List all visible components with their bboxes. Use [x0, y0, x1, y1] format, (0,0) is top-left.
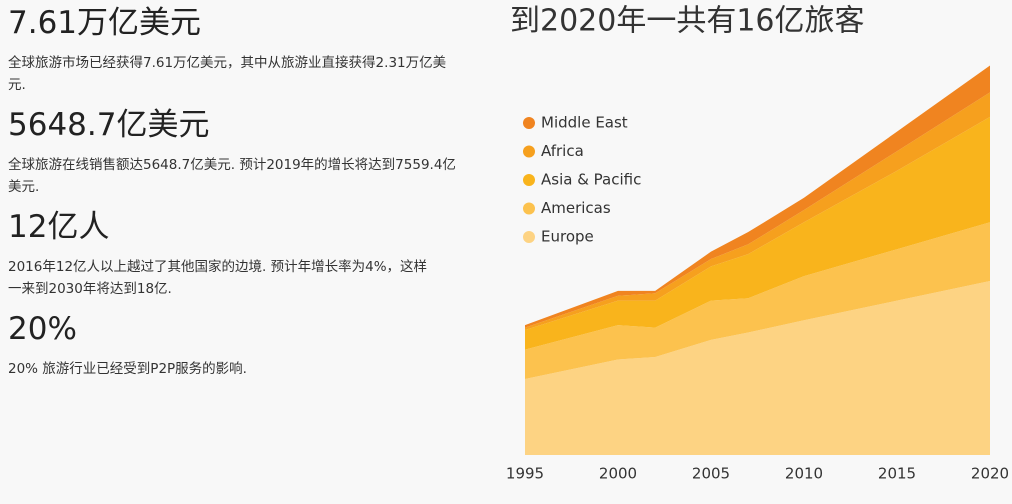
legend-swatch [523, 174, 535, 186]
x-tick-label: 2005 [692, 465, 730, 483]
stat-text: 全球旅游市场已经获得7.61万亿美元，其中从旅游业直接获得2.31万亿美元. [8, 55, 447, 93]
area [525, 222, 990, 380]
legend-label: Asia & Pacific [541, 171, 641, 189]
stat-heading: 12亿人 [8, 209, 110, 245]
stat-text: 2016年12亿人以上越过了其他国家的边境. 预计年增长率为4%，这样一来到20… [8, 259, 428, 297]
x-tick-label: 1995 [506, 465, 544, 483]
x-tick-label: 2000 [599, 465, 637, 483]
legend-label: Africa [541, 142, 584, 160]
stat-heading: 7.61万亿美元 [8, 5, 202, 41]
stat-text: 20% 旅游行业已经受到P2P服务的影响. [8, 361, 247, 377]
legend-swatch [523, 231, 535, 243]
x-tick-label: 2010 [785, 465, 823, 483]
chart-title: 到2020年一共有16亿旅客 [510, 4, 865, 39]
legend-label: Americas [541, 199, 611, 217]
legend-swatch [523, 202, 535, 215]
legend-label: Middle East [541, 114, 628, 132]
legend-swatch [523, 117, 535, 129]
area [525, 116, 990, 350]
stats: 7.61万亿美元 全球旅游市场已经获得7.61万亿美元，其中从旅游业直接获得2.… [8, 0, 478, 390]
legend-swatch [523, 145, 535, 158]
x-tick-label: 2020 [971, 465, 1009, 483]
area [525, 281, 990, 455]
chart: 到2020年一共有16亿旅客 1995 2000 2005 2010 2015 2020 E… [506, 4, 1009, 483]
legend-label: Europe [541, 228, 594, 246]
x-tick-label: 2015 [878, 465, 916, 483]
stat-heading: 5648.7亿美元 [8, 107, 210, 143]
stat-heading: 20% [8, 311, 77, 347]
stat-text: 全球旅游在线销售额达5648.7亿美元. 预计2019年的增长将达到7559.4… [8, 157, 456, 195]
